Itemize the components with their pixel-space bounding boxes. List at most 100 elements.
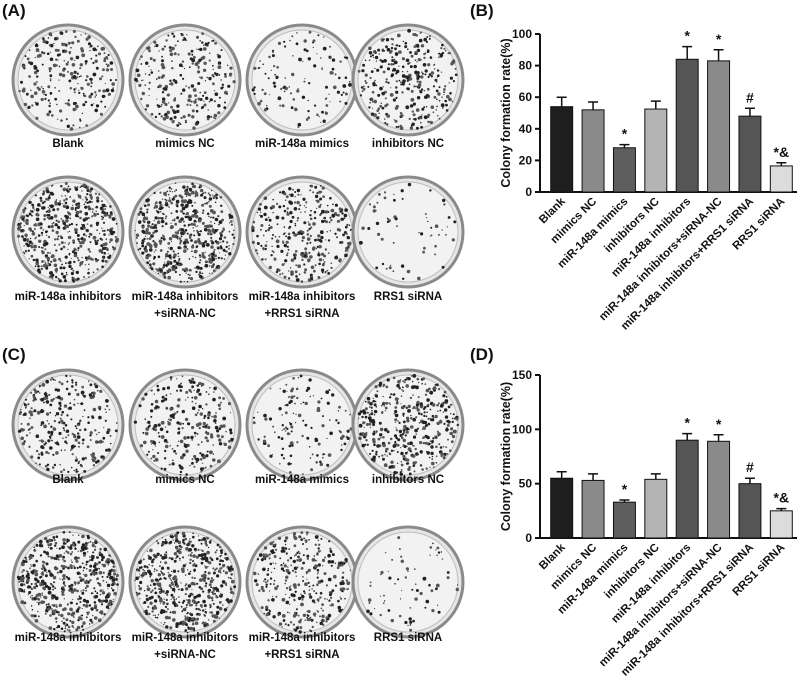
colony	[182, 241, 187, 245]
colony	[285, 430, 287, 432]
colony	[81, 457, 85, 461]
colony	[427, 113, 431, 117]
colony	[302, 60, 304, 63]
colony	[161, 65, 166, 70]
colony	[368, 106, 371, 109]
colony	[154, 216, 158, 220]
colony	[312, 39, 316, 43]
colony	[150, 71, 154, 74]
colony	[270, 69, 272, 71]
colony	[211, 614, 215, 618]
colony	[200, 76, 204, 80]
colony	[385, 267, 388, 270]
colony	[220, 551, 223, 555]
colony	[370, 406, 373, 409]
colony	[297, 555, 300, 559]
colony	[213, 100, 216, 103]
colony	[170, 201, 173, 205]
colony	[140, 561, 142, 563]
colony	[417, 412, 421, 415]
colony	[263, 108, 267, 112]
colony	[170, 82, 174, 86]
colony	[210, 596, 214, 600]
colony	[435, 455, 438, 458]
colony	[180, 247, 182, 249]
colony	[436, 430, 439, 433]
colony	[192, 554, 196, 558]
colony	[25, 434, 29, 437]
colony	[179, 557, 181, 560]
colony	[44, 464, 48, 468]
colony	[108, 241, 111, 244]
colony	[197, 48, 200, 51]
colony	[447, 52, 450, 55]
colony	[293, 534, 296, 538]
colony	[20, 583, 24, 587]
colony	[41, 51, 44, 54]
colony	[161, 47, 165, 51]
colony	[88, 380, 90, 382]
colony	[416, 71, 420, 75]
colony	[75, 223, 78, 226]
colony	[160, 544, 163, 547]
colony	[344, 101, 348, 105]
plate-inner	[357, 181, 459, 283]
colony	[43, 567, 46, 570]
colony	[328, 599, 331, 601]
colony	[291, 444, 294, 447]
colony	[385, 123, 389, 126]
colony	[164, 605, 168, 609]
colony	[98, 415, 102, 420]
colony	[300, 602, 304, 607]
colony	[61, 73, 66, 78]
colony	[270, 254, 273, 257]
colony	[60, 119, 62, 121]
colony	[220, 241, 222, 243]
colony	[398, 79, 401, 82]
colony	[414, 461, 418, 464]
colony	[194, 220, 197, 222]
colony	[361, 226, 365, 230]
colony	[317, 572, 319, 574]
colony	[319, 197, 323, 201]
colony	[107, 572, 112, 576]
colony	[170, 188, 173, 190]
plate-inner	[134, 29, 236, 131]
colony	[321, 558, 326, 563]
colony	[184, 616, 189, 621]
colony	[34, 619, 39, 623]
colony	[180, 545, 183, 549]
colony	[395, 80, 398, 83]
colony	[191, 425, 195, 430]
colony	[308, 227, 311, 231]
colony	[27, 105, 31, 109]
colony	[306, 617, 311, 622]
colony	[281, 447, 285, 450]
colony	[380, 102, 382, 104]
colony	[401, 74, 406, 78]
colony	[442, 445, 445, 448]
colony	[68, 254, 71, 256]
colony	[215, 258, 217, 260]
colony	[287, 236, 291, 240]
colony	[378, 455, 380, 458]
colony	[273, 555, 277, 558]
colony	[28, 591, 32, 594]
colony	[73, 469, 75, 472]
colony	[375, 221, 380, 226]
colony	[282, 457, 285, 460]
colony	[75, 270, 80, 275]
colony	[391, 38, 395, 41]
colony	[67, 212, 71, 216]
colony	[100, 558, 104, 562]
colony	[37, 265, 40, 268]
colony	[304, 211, 306, 213]
colony	[140, 63, 143, 65]
colony	[177, 252, 180, 255]
colony	[98, 193, 101, 196]
colony	[31, 594, 33, 597]
colony	[434, 414, 438, 419]
colony	[375, 60, 378, 62]
colony	[151, 610, 154, 613]
colony	[32, 399, 35, 402]
